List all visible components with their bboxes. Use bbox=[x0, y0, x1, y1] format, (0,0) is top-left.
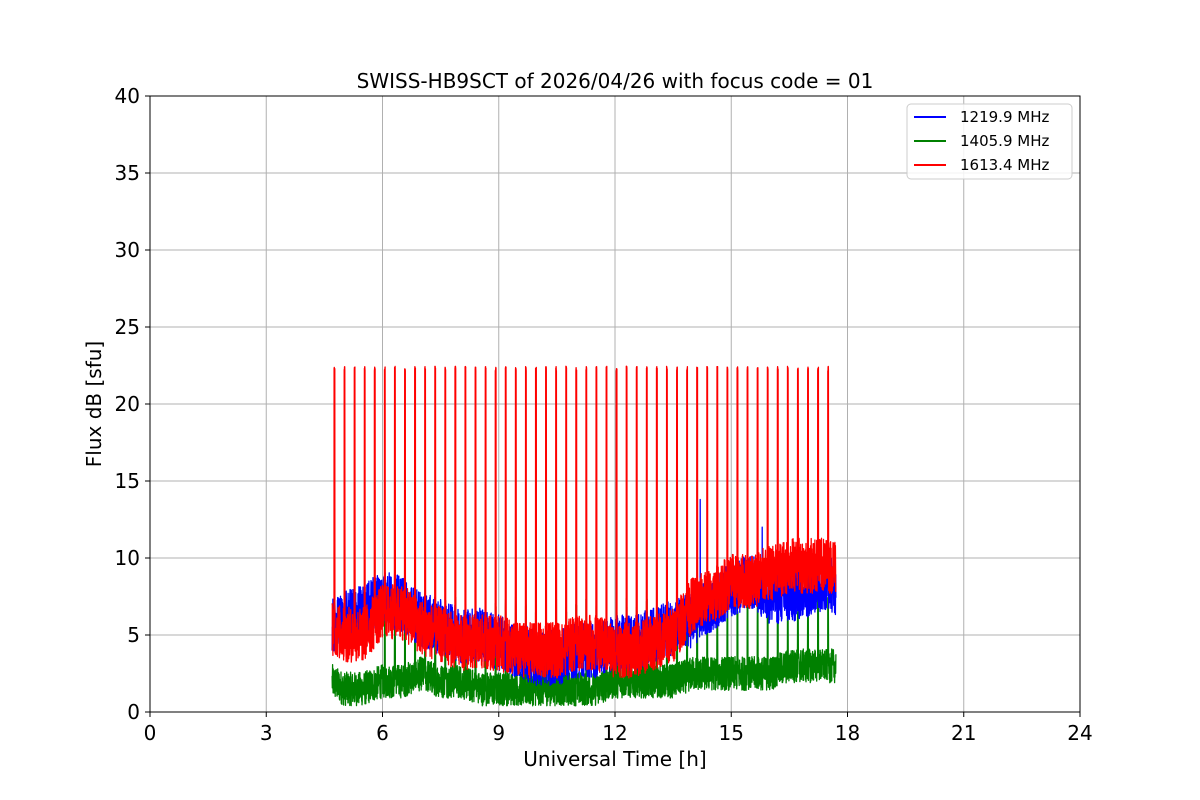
x-tick-label: 18 bbox=[835, 721, 860, 745]
x-axis-label: Universal Time [h] bbox=[523, 747, 706, 771]
y-tick-label: 0 bbox=[127, 700, 140, 724]
y-tick-label: 25 bbox=[115, 315, 140, 339]
y-tick-label: 35 bbox=[115, 161, 140, 185]
y-tick-label: 15 bbox=[115, 469, 140, 493]
x-tick-label: 9 bbox=[492, 721, 505, 745]
y-axis: 0 5 10 15 20 25 30 35 40 bbox=[115, 84, 150, 724]
chart-title: SWISS-HB9SCT of 2026/04/26 with focus co… bbox=[357, 69, 874, 93]
legend: 1219.9 MHz 1405.9 MHz 1613.4 MHz bbox=[906, 103, 1073, 180]
x-tick-label: 21 bbox=[951, 721, 976, 745]
legend-label: 1219.9 MHz bbox=[960, 108, 1049, 126]
x-axis: 0 3 6 9 12 15 18 21 24 bbox=[144, 712, 1093, 745]
legend-label: 1613.4 MHz bbox=[960, 156, 1049, 174]
y-tick-label: 20 bbox=[115, 392, 140, 416]
y-axis-label: Flux dB [sfu] bbox=[82, 341, 106, 467]
x-tick-label: 6 bbox=[376, 721, 389, 745]
y-tick-label: 5 bbox=[127, 623, 140, 647]
x-tick-label: 15 bbox=[719, 721, 744, 745]
y-tick-label: 10 bbox=[115, 546, 140, 570]
x-tick-label: 0 bbox=[144, 721, 157, 745]
x-tick-label: 24 bbox=[1067, 721, 1092, 745]
legend-box bbox=[906, 103, 1073, 180]
y-tick-label: 40 bbox=[115, 84, 140, 108]
x-tick-label: 12 bbox=[602, 721, 627, 745]
series-line-2 bbox=[331, 365, 837, 679]
legend-label: 1405.9 MHz bbox=[960, 132, 1049, 150]
plot-series bbox=[331, 365, 837, 707]
y-tick-label: 30 bbox=[115, 238, 140, 262]
x-tick-label: 3 bbox=[260, 721, 273, 745]
